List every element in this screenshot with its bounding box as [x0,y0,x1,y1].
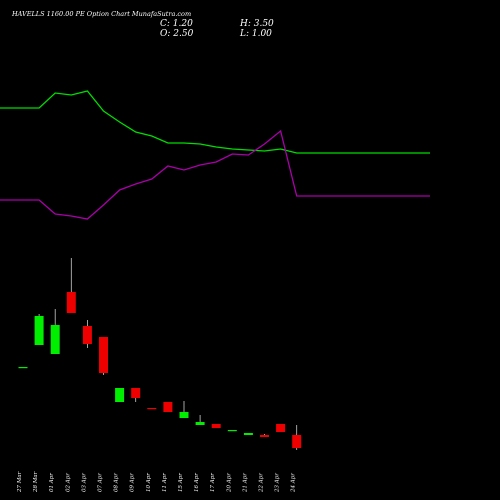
candle-body [227,430,237,432]
candle-body [163,402,173,412]
candle-body [34,316,44,345]
candle-body [18,367,28,369]
candle-body [260,435,269,437]
x-tick-label: 01 Apr [49,473,55,492]
x-tick-label: 09 Apr [130,473,136,492]
x-tick-label: 21 Apr [242,473,248,493]
x-tick-label: 11 Apr [162,473,168,492]
indicator-line-2 [0,129,430,220]
candle-body [292,435,302,448]
x-tick-label: 02 Apr [65,473,71,492]
x-tick-label: 08 Apr [114,473,120,492]
candle-body [99,337,108,373]
x-tick-label: 27 Mar [17,471,23,493]
x-tick-label: 24 Apr [291,473,297,493]
x-tick-label: 16 Apr [194,473,200,492]
candle-body [131,388,141,398]
x-tick-label: 23 Apr [275,473,281,493]
candle-body [50,325,60,354]
candle-body [276,424,286,432]
x-tick-label: 20 Apr [226,473,232,493]
indicator-line-1 [0,90,430,154]
chart-title: HAVELLS 1160.00 PE Option Chart MunafaSu… [12,10,192,18]
x-tick-label: 10 Apr [146,473,152,492]
x-tick-label: 17 Apr [210,473,216,492]
candle-body [195,422,205,425]
candle-body [243,433,253,435]
candle-body [179,412,189,418]
candle-body [147,408,157,410]
high-value: H: 3.50 [240,19,274,29]
candle-body [115,388,125,402]
x-tick-label: 28 Mar [33,471,39,493]
open-value: O: 2.50 [160,29,194,39]
candle-body [211,424,221,428]
candle-body [66,292,76,313]
x-tick-label: 07 Apr [98,473,104,492]
low-value: L: 1.00 [240,29,272,39]
candle-body [82,326,92,344]
close-value: C: 1.20 [160,19,193,29]
x-tick-label: 03 Apr [81,473,87,492]
x-tick-label: 22 Apr [259,473,265,493]
x-tick-label: 15 Apr [178,473,184,492]
